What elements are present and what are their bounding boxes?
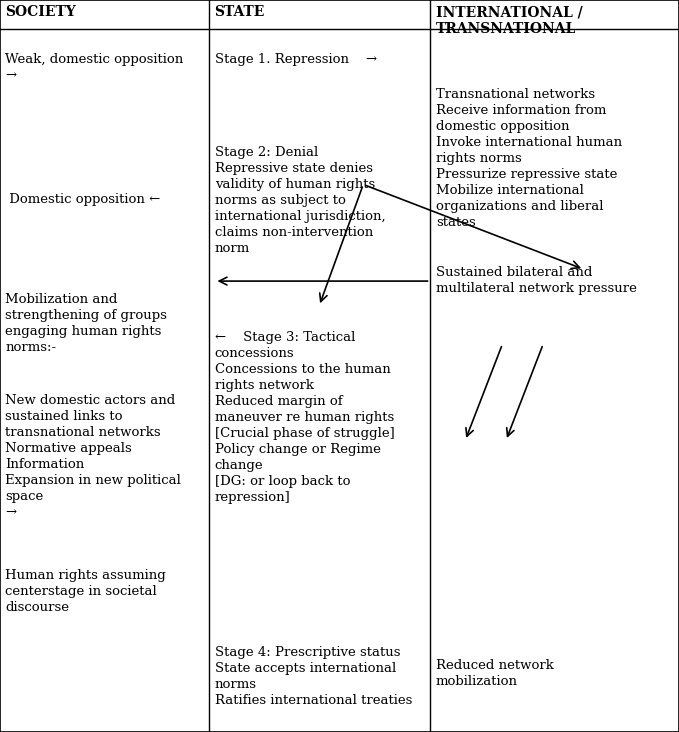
Text: SOCIETY: SOCIETY (5, 5, 76, 19)
Text: Stage 1. Repression    →: Stage 1. Repression → (215, 53, 377, 66)
Text: Mobilization and
strengthening of groups
engaging human rights
norms:-: Mobilization and strengthening of groups… (5, 293, 167, 354)
Text: Transnational networks
Receive information from
domestic opposition
Invoke inter: Transnational networks Receive informati… (436, 88, 622, 229)
Text: Human rights assuming
centerstage in societal
discourse: Human rights assuming centerstage in soc… (5, 569, 166, 614)
Text: ←    Stage 3: Tactical
concessions
Concessions to the human
rights network
Reduc: ← Stage 3: Tactical concessions Concessi… (215, 331, 394, 504)
Text: Sustained bilateral and
multilateral network pressure: Sustained bilateral and multilateral net… (436, 266, 637, 296)
Text: New domestic actors and
sustained links to
transnational networks
Normative appe: New domestic actors and sustained links … (5, 394, 181, 519)
Text: Stage 2: Denial
Repressive state denies
validity of human rights
norms as subjec: Stage 2: Denial Repressive state denies … (215, 146, 385, 255)
Text: Reduced network
mobilization: Reduced network mobilization (436, 659, 554, 688)
Text: Domestic opposition ←: Domestic opposition ← (5, 193, 161, 206)
Text: STATE: STATE (215, 5, 265, 19)
Text: INTERNATIONAL /
TRANSNATIONAL: INTERNATIONAL / TRANSNATIONAL (436, 5, 583, 37)
Text: Weak, domestic opposition
→: Weak, domestic opposition → (5, 53, 184, 82)
Text: Stage 4: Prescriptive status
State accepts international
norms
Ratifies internat: Stage 4: Prescriptive status State accep… (215, 646, 412, 706)
